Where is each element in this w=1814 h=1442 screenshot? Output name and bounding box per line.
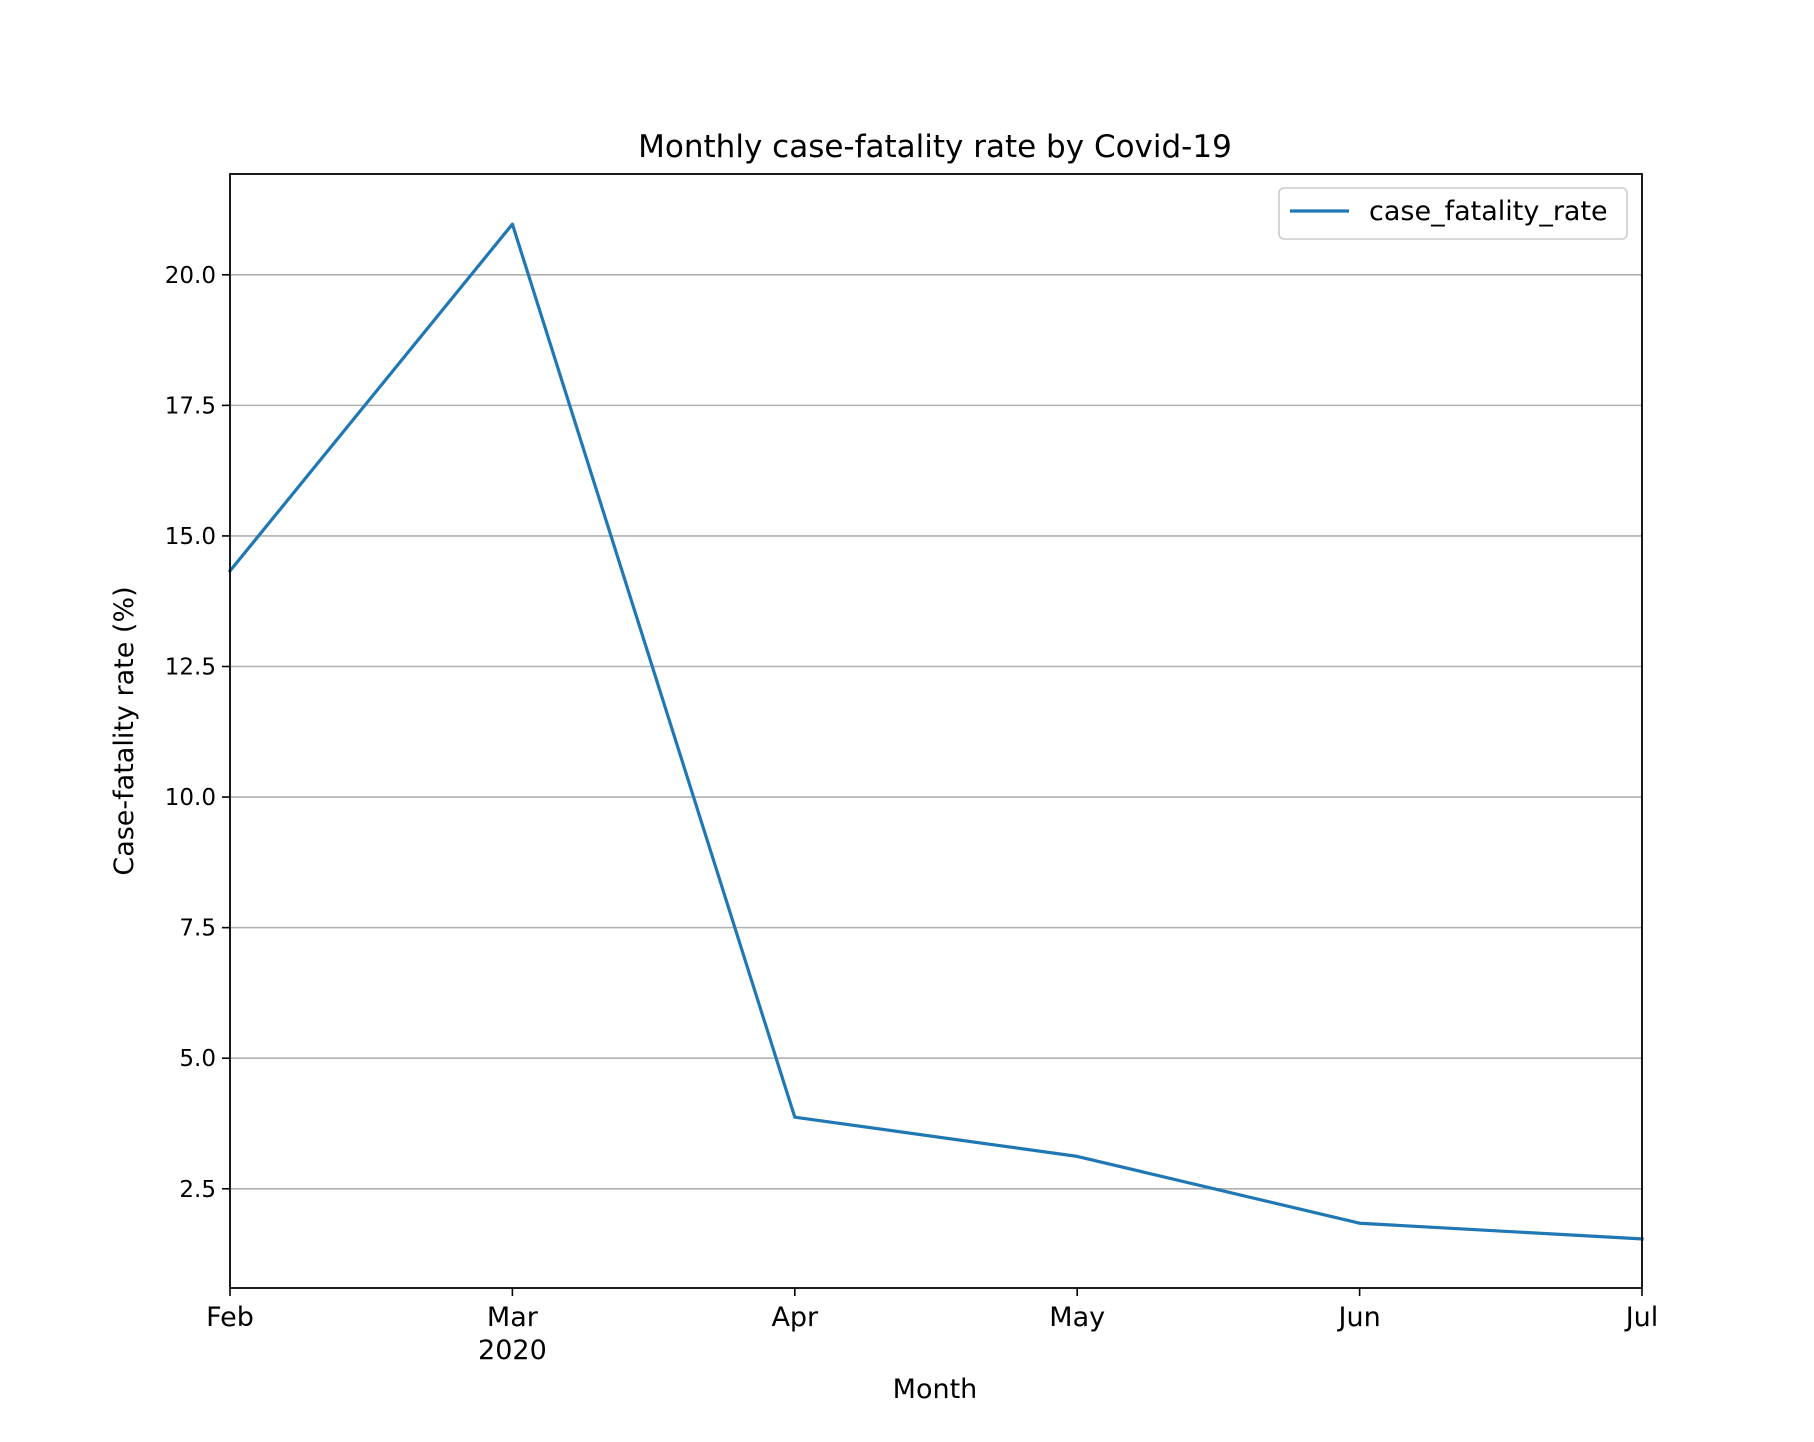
y-tick-label: 5.0 bbox=[179, 1046, 216, 1072]
x-tick-label: Apr bbox=[771, 1302, 819, 1333]
y-tick-label: 17.5 bbox=[165, 393, 216, 419]
x-axis-label: Month bbox=[893, 1374, 978, 1405]
x-tick-label: May bbox=[1049, 1302, 1105, 1333]
series-layer bbox=[227, 222, 1644, 1241]
x-tick-label: Jul bbox=[1624, 1302, 1659, 1333]
legend-label: case_fatality_rate bbox=[1369, 196, 1608, 227]
x-year-label: 2020 bbox=[478, 1335, 547, 1366]
y-axis: 2.5 5.0 7.5 10.0 12.5 15.0 17.5 20.0 bbox=[165, 263, 230, 1203]
x-axis: Feb Mar Apr May Jun Jul bbox=[206, 1288, 1658, 1333]
legend-box bbox=[1278, 187, 1628, 240]
y-tick-label: 12.5 bbox=[165, 654, 216, 680]
plot-frame bbox=[229, 173, 1643, 1289]
y-tick-label: 15.0 bbox=[165, 524, 216, 550]
y-tick-label: 20.0 bbox=[165, 263, 216, 289]
y-tick-label: 2.5 bbox=[179, 1177, 216, 1203]
y-tick-label: 7.5 bbox=[179, 916, 216, 942]
y-tick-label: 10.0 bbox=[165, 785, 216, 811]
x-tick-label: Jun bbox=[1337, 1302, 1381, 1333]
y-axis-label: Case-fatality rate (%) bbox=[109, 586, 140, 875]
x-tick-label: Feb bbox=[206, 1302, 254, 1333]
grid-layer bbox=[230, 273, 1642, 1190]
series-line-case_fatality_rate bbox=[227, 222, 1644, 1241]
x-tick-label: Mar bbox=[487, 1302, 539, 1333]
chart-title: Monthly case-fatality rate by Covid-19 bbox=[638, 129, 1232, 165]
legend: case_fatality_rate bbox=[1278, 187, 1628, 240]
